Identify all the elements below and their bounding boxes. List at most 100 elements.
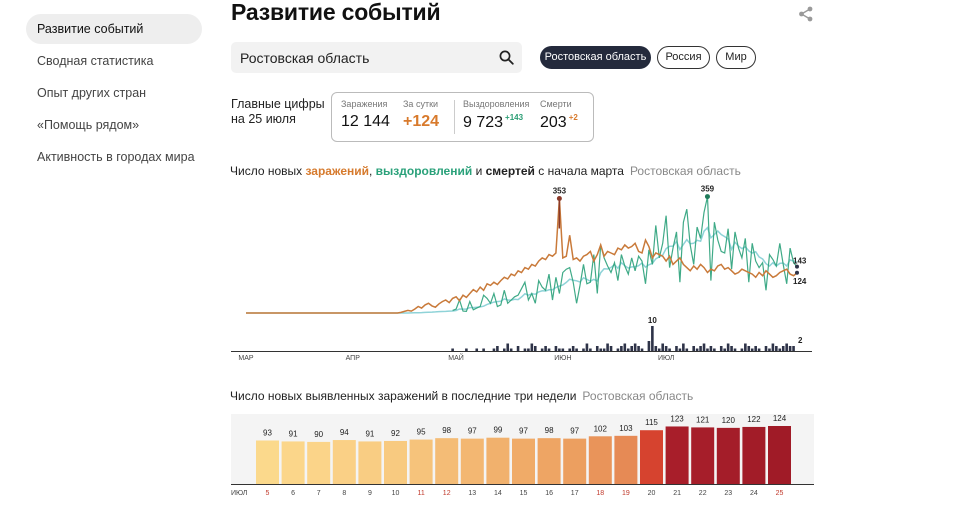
- bar: [256, 440, 279, 484]
- day-label: 25: [776, 490, 784, 497]
- sidebar-item-help-nearby[interactable]: «Помощь рядом»: [37, 118, 140, 132]
- bar-value-label: 95: [417, 428, 426, 437]
- stat-deaths-value: 203: [540, 114, 567, 131]
- death-bar: [719, 346, 723, 351]
- death-bar: [595, 346, 599, 351]
- death-bar: [678, 348, 682, 351]
- day-label: 14: [494, 490, 502, 497]
- bar: [742, 426, 766, 484]
- bar: [588, 436, 612, 484]
- day-label: 8: [342, 490, 346, 497]
- bar-value-label: 94: [340, 428, 349, 437]
- bar: [409, 439, 433, 484]
- chart1-title-sep: ,: [369, 164, 376, 178]
- chart2-month-label: ИЮЛ: [231, 490, 248, 497]
- bar: [486, 437, 510, 484]
- death-bar: [575, 348, 578, 351]
- chip-rostov-region[interactable]: Ростовская область: [540, 46, 651, 69]
- stat-deaths-label: Смерти: [540, 99, 572, 109]
- bar: [563, 438, 587, 484]
- search-input[interactable]: [240, 42, 490, 73]
- death-bar: [585, 343, 589, 351]
- bar: [614, 435, 638, 484]
- bar: [537, 438, 561, 484]
- death-bar: [561, 348, 565, 351]
- death-bar: [713, 348, 716, 351]
- chip-russia[interactable]: Россия: [657, 46, 710, 69]
- chart1-title-suffix: с начала марта: [534, 164, 624, 178]
- share-icon[interactable]: [797, 5, 815, 23]
- chart1-month-label: МАР: [238, 355, 254, 362]
- day-label: 7: [317, 490, 321, 497]
- sidebar-item-events[interactable]: Развитие событий: [26, 14, 202, 44]
- chart1-month-label: ИЮЛ: [658, 355, 675, 362]
- stat-recovered-label: Выздоровления: [463, 99, 530, 109]
- death-bar: [582, 348, 585, 351]
- death-bar: [620, 346, 623, 351]
- death-bar: [788, 346, 792, 351]
- bar: [435, 438, 459, 484]
- death-bar: [651, 326, 654, 351]
- day-label: 22: [699, 490, 707, 497]
- death-bar: [709, 346, 713, 351]
- death-bar: [527, 348, 530, 351]
- day-label: 6: [291, 490, 295, 497]
- death-bar: [602, 348, 606, 351]
- day-label: 13: [468, 490, 476, 497]
- death-bar: [568, 348, 572, 351]
- sidebar-item-other-countries[interactable]: Опыт других стран: [37, 86, 147, 100]
- day-label: 10: [392, 490, 400, 497]
- day-label: 15: [520, 490, 528, 497]
- page-title: Развитие событий: [231, 0, 441, 25]
- day-label: 21: [673, 490, 681, 497]
- sidebar-item-world-cities[interactable]: Активность в городах мира: [37, 150, 195, 164]
- death-bar: [771, 343, 775, 351]
- recovered-peak-label: 359: [701, 185, 715, 194]
- death-bar: [630, 346, 633, 351]
- death-bar: [626, 348, 630, 351]
- death-bar: [533, 346, 537, 351]
- stat-recovered-value: 9 723: [463, 114, 504, 131]
- death-bar: [757, 348, 761, 351]
- death-bar: [482, 348, 485, 351]
- bar-value-label: 103: [619, 424, 633, 433]
- chip-world[interactable]: Мир: [716, 46, 756, 69]
- deaths-end-label: 2: [798, 336, 803, 345]
- death-bar: [633, 343, 637, 351]
- chart1-title-prefix: Число новых: [230, 164, 306, 178]
- death-bar: [502, 348, 506, 351]
- death-bar: [657, 348, 661, 351]
- sidebar-item-summary-stats[interactable]: Сводная статистика: [37, 54, 154, 68]
- bar: [665, 426, 689, 484]
- death-bar: [554, 346, 558, 351]
- infected-end-dot: [795, 270, 799, 275]
- death-bar: [589, 348, 592, 351]
- day-label: 23: [724, 490, 732, 497]
- death-bar: [647, 341, 651, 351]
- bar: [307, 441, 331, 484]
- death-bar: [616, 348, 620, 351]
- summary-card: Заражения 12 144 За сутки +124 Выздоровл…: [331, 92, 594, 142]
- bar: [768, 426, 791, 484]
- infected-end-label: 124: [793, 277, 807, 286]
- infected-peak-dot: [556, 196, 562, 202]
- stat-recovered-delta: +143: [505, 113, 524, 122]
- summary-label: Главные цифры на 25 июля: [231, 97, 325, 127]
- bar: [512, 438, 535, 484]
- death-bar: [740, 348, 744, 351]
- stat-daily-label: За сутки: [403, 99, 439, 109]
- bar-value-label: 124: [773, 414, 787, 423]
- bar-value-label: 115: [645, 418, 658, 427]
- bar: [384, 440, 407, 484]
- stat-infected: Заражения 12 144: [341, 99, 390, 131]
- death-bar: [492, 348, 496, 351]
- chart1-title-and: и: [472, 164, 486, 178]
- chart1-title-deaths: смертей: [485, 164, 535, 178]
- death-bar: [530, 343, 534, 351]
- search-icon[interactable]: [499, 50, 514, 65]
- death-bar: [558, 348, 561, 351]
- deaths-peak-label: 10: [648, 316, 657, 325]
- death-bar: [730, 346, 733, 351]
- death-bar: [509, 348, 513, 351]
- day-label: 17: [571, 490, 579, 497]
